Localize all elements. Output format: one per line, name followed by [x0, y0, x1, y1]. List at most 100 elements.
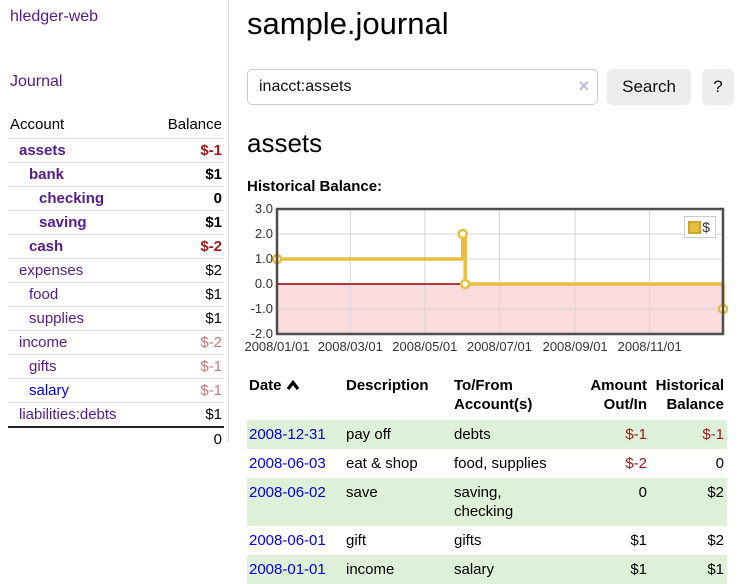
y-axis-tick-label: 3.0 [254, 201, 273, 216]
chart-canvas [271, 207, 729, 336]
transaction-accounts: saving, checking [454, 484, 514, 520]
register-header-amount: Amount Out/In [590, 377, 647, 413]
transaction-amount: 0 [638, 484, 647, 501]
transaction-row: 2008-01-01 income salary $1 $1 [247, 555, 727, 584]
account-link-bank[interactable]: bank [29, 166, 65, 183]
account-row: supplies $1 [8, 306, 224, 331]
transaction-balance: $2 [707, 484, 724, 501]
account-link-saving[interactable]: saving [39, 214, 87, 231]
y-axis-tick-label: 1.0 [254, 251, 273, 266]
page-title: sample.journal [247, 6, 449, 41]
account-heading: assets [247, 128, 323, 158]
transaction-amount: $-2 [625, 455, 647, 472]
y-axis-tick-label: 0.0 [254, 276, 273, 291]
transaction-balance: $1 [707, 561, 724, 578]
help-button[interactable]: ? [701, 69, 734, 105]
transaction-date-link[interactable]: 2008-01-01 [249, 561, 326, 578]
x-axis-tick-label: 2008/09/01 [542, 339, 608, 354]
account-row: salary $-1 [8, 378, 224, 403]
account-link-checking[interactable]: checking [39, 190, 105, 207]
account-row: expenses $2 [8, 258, 224, 283]
app-brand-link[interactable]: hledger-web [10, 8, 99, 25]
transaction-row: 2008-12-31 pay off debts $-1 $-1 [247, 420, 727, 449]
transaction-row: 2008-06-01 gift gifts $1 $2 [247, 526, 727, 555]
transaction-description: eat & shop [346, 455, 418, 472]
transaction-description: save [346, 484, 378, 501]
account-balance: $1 [149, 306, 224, 331]
register-header-balance: Historical Balance [655, 377, 724, 413]
search-input[interactable] [247, 69, 599, 105]
account-balance: $1 [149, 402, 224, 427]
transaction-description: pay off [346, 426, 391, 443]
account-link-gifts[interactable]: gifts [29, 358, 57, 375]
account-balance: $1 [149, 282, 224, 307]
transaction-accounts: food, supplies [454, 455, 547, 472]
transaction-date-link[interactable]: 2008-06-02 [249, 484, 326, 501]
transaction-accounts: salary [454, 561, 495, 578]
register-header-description: Description [346, 377, 429, 394]
account-link-expenses[interactable]: expenses [19, 262, 84, 279]
search-bar: × Search ? [247, 69, 734, 105]
account-link-supplies[interactable]: supplies [29, 310, 85, 327]
register-table: Date Description To/From Account(s) Amou… [247, 372, 727, 584]
x-axis-tick-label: 2008/07/01 [466, 339, 532, 354]
x-axis-tick-label: 2008/03/01 [317, 339, 383, 354]
account-link-food[interactable]: food [29, 286, 59, 303]
account-row: gifts $-1 [8, 354, 224, 379]
transaction-amount: $1 [630, 532, 647, 549]
account-balance: $2 [149, 258, 224, 283]
transaction-accounts: debts [454, 426, 491, 443]
account-row: cash $-2 [8, 234, 224, 259]
accounts-total-value: 0 [149, 426, 224, 451]
nav-journal-link[interactable]: Journal [10, 73, 63, 90]
account-link-salary[interactable]: salary [29, 382, 70, 399]
register-header-accounts: To/From Account(s) [454, 377, 533, 413]
account-balance: $1 [149, 162, 224, 187]
accounts-total-row: 0 [8, 426, 224, 451]
x-axis-tick-label: 2008/11/01 [617, 339, 682, 354]
account-link-liabilities-debts[interactable]: liabilities:debts [19, 406, 117, 423]
transaction-accounts: gifts [454, 532, 482, 549]
account-balance: $-1 [149, 354, 224, 379]
account-row: income $-2 [8, 330, 224, 355]
transaction-amount: $-1 [625, 426, 647, 443]
account-row: liabilities:debts $1 [8, 402, 224, 427]
account-row: assets $-1 [8, 138, 224, 163]
transaction-amount: $1 [630, 561, 647, 578]
main-content: sample.journal × Search ? assets Histori… [244, 0, 734, 584]
legend-swatch [688, 220, 702, 234]
transaction-date-link[interactable]: 2008-06-03 [249, 455, 326, 472]
account-row: bank $1 [8, 162, 224, 187]
chart-title: Historical Balance: [247, 178, 383, 195]
transaction-row: 2008-06-03 eat & shop food, supplies $-2 0 [247, 449, 727, 478]
account-balance: $-1 [149, 138, 224, 163]
account-balance: $1 [149, 210, 224, 235]
transaction-date-link[interactable]: 2008-06-01 [249, 532, 326, 549]
sidebar: hledger-web Journal Account Balance asse… [0, 0, 229, 451]
transaction-date-link[interactable]: 2008-12-31 [249, 426, 326, 443]
sort-ascending-icon [286, 377, 300, 396]
account-row: checking 0 [8, 186, 224, 211]
account-link-cash[interactable]: cash [29, 238, 64, 255]
account-balance: $-1 [149, 378, 224, 403]
account-balance: $-2 [149, 330, 224, 355]
account-link-assets[interactable]: assets [19, 142, 66, 159]
register-header-row: Date Description To/From Account(s) Amou… [247, 372, 727, 420]
legend-label: $ [702, 219, 710, 235]
transaction-description: gift [346, 532, 367, 549]
account-row: saving $1 [8, 210, 224, 235]
accounts-header-balance: Balance [167, 116, 222, 133]
accounts-header-account: Account [10, 116, 65, 133]
x-axis-tick-label: 2008/05/01 [392, 339, 458, 354]
register-header-date[interactable]: Date [247, 372, 344, 420]
search-button[interactable]: Search [607, 69, 691, 105]
chart-legend: $ [684, 216, 716, 238]
account-row: food $1 [8, 282, 224, 307]
transaction-description: income [346, 561, 395, 578]
account-link-income[interactable]: income [19, 334, 68, 351]
clear-search-icon[interactable]: × [578, 76, 590, 96]
historical-balance-chart: 3.0 2.0 1.0 0.0 -1.0 -2.0 2008/01/01 2008/03/01… [244, 201, 734, 358]
y-axis-tick-label: -1.0 [250, 301, 273, 316]
transaction-balance: $-1 [702, 426, 724, 443]
transaction-balance: 0 [715, 455, 724, 472]
